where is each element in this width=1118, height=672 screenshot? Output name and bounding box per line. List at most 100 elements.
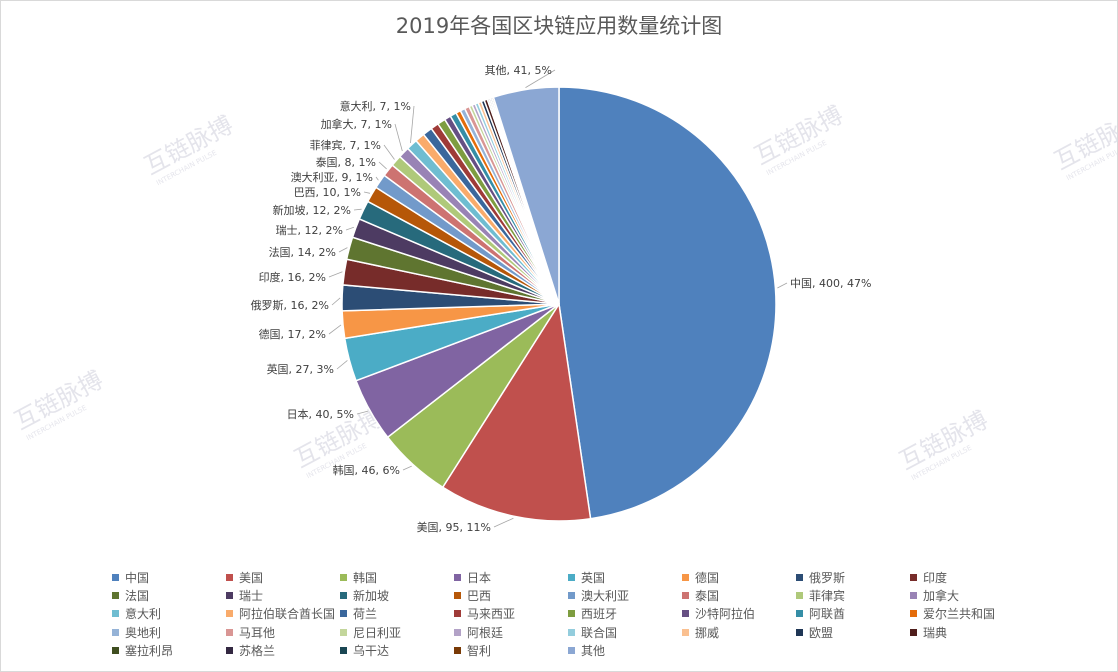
legend-item-21: 西班牙 bbox=[568, 605, 682, 623]
legend-label: 乌干达 bbox=[353, 644, 390, 659]
legend-item-24: 爱尔兰共和国 bbox=[910, 605, 1024, 623]
legend-label: 意大利 bbox=[125, 607, 162, 622]
data-label-13: 澳大利亚, 9, 1% bbox=[291, 170, 373, 184]
legend-swatch bbox=[568, 610, 575, 618]
pie-slice-2 bbox=[441, 301, 592, 522]
legend-item-36: 智利 bbox=[454, 642, 568, 660]
legend-item-23: 阿联酋 bbox=[796, 605, 910, 623]
legend-label: 苏格兰 bbox=[239, 644, 276, 659]
leader-line-1 bbox=[777, 282, 788, 289]
leader-line-9 bbox=[338, 247, 348, 253]
leader-lines bbox=[328, 69, 788, 528]
legend-item-3: 韩国 bbox=[340, 568, 454, 586]
legend-item-30: 挪威 bbox=[682, 623, 796, 641]
legend-swatch bbox=[454, 573, 461, 581]
legend-item-18: 阿拉伯联合酋长国 bbox=[226, 605, 340, 623]
data-label-7: 俄罗斯, 16, 2% bbox=[251, 299, 329, 312]
leader-line-12 bbox=[363, 191, 371, 194]
legend-item-14: 泰国 bbox=[682, 586, 796, 604]
data-label-1: 中国, 400, 47% bbox=[790, 277, 871, 290]
legend-swatch bbox=[454, 628, 461, 636]
leader-line-11 bbox=[353, 208, 362, 211]
legend-label: 俄罗斯 bbox=[809, 570, 846, 585]
pie-slice-1 bbox=[558, 86, 777, 520]
legend-item-33: 塞拉利昂 bbox=[112, 642, 226, 660]
leader-line-6 bbox=[328, 324, 342, 335]
data-label-2: 美国, 95, 11% bbox=[417, 521, 491, 534]
legend-item-22: 沙特阿拉伯 bbox=[682, 605, 796, 623]
legend-item-29: 联合国 bbox=[568, 623, 682, 641]
data-label-5: 英国, 27, 3% bbox=[267, 362, 334, 376]
legend-label: 巴西 bbox=[467, 589, 492, 604]
legend-swatch bbox=[796, 592, 803, 600]
legend-label: 其他 bbox=[581, 644, 606, 659]
legend-swatch bbox=[112, 592, 119, 600]
legend-label: 英国 bbox=[581, 570, 606, 585]
legend-label: 塞拉利昂 bbox=[125, 644, 174, 659]
legend-item-28: 阿根廷 bbox=[454, 623, 568, 641]
legend-label: 联合国 bbox=[581, 625, 618, 640]
legend-item-4: 日本 bbox=[454, 568, 568, 586]
legend-swatch bbox=[340, 610, 347, 618]
legend-label: 阿拉伯联合酋长国 bbox=[239, 607, 336, 622]
legend-swatch bbox=[226, 610, 233, 618]
legend-item-25: 奥地利 bbox=[112, 623, 226, 641]
leader-line-13 bbox=[375, 176, 379, 181]
legend-swatch bbox=[568, 573, 575, 581]
pie-slice-37 bbox=[492, 86, 560, 305]
legend-label: 阿联酋 bbox=[809, 607, 846, 622]
leader-line-2 bbox=[493, 517, 514, 528]
legend-swatch bbox=[112, 647, 119, 655]
legend-item-34: 苏格兰 bbox=[226, 642, 340, 660]
legend-label: 澳大利亚 bbox=[581, 589, 630, 604]
pie-slices bbox=[341, 86, 777, 522]
legend-label: 瑞士 bbox=[239, 589, 264, 604]
data-label-37: 其他, 41, 5% bbox=[485, 64, 552, 77]
legend-swatch bbox=[226, 647, 233, 655]
data-label-3: 韩国, 46, 6% bbox=[333, 463, 400, 477]
legend-label: 马来西亚 bbox=[467, 607, 516, 622]
legend-swatch bbox=[910, 610, 917, 618]
legend-label: 德国 bbox=[695, 570, 720, 585]
legend-label: 加拿大 bbox=[923, 589, 960, 604]
legend-swatch bbox=[112, 610, 119, 618]
legend-swatch bbox=[226, 628, 233, 636]
legend-item-35: 乌干达 bbox=[340, 642, 454, 660]
data-label-12: 巴西, 10, 1% bbox=[294, 186, 361, 199]
leader-line-7 bbox=[331, 297, 341, 306]
legend-swatch bbox=[910, 573, 917, 581]
legend-swatch bbox=[112, 628, 119, 636]
data-label-6: 德国, 17, 2% bbox=[259, 327, 326, 341]
legend-label: 荷兰 bbox=[353, 607, 378, 622]
legend-swatch bbox=[910, 592, 917, 600]
legend-item-6: 德国 bbox=[682, 568, 796, 586]
legend-swatch bbox=[568, 647, 575, 655]
legend-item-2: 美国 bbox=[226, 568, 340, 586]
data-label-8: 印度, 16, 2% bbox=[259, 270, 326, 284]
legend-label: 印度 bbox=[923, 570, 948, 585]
legend-label: 泰国 bbox=[695, 589, 720, 604]
legend-swatch bbox=[682, 573, 689, 581]
legend-swatch bbox=[454, 592, 461, 600]
legend-swatch bbox=[910, 628, 917, 636]
legend-item-19: 荷兰 bbox=[340, 605, 454, 623]
legend-item-27: 尼日利亚 bbox=[340, 623, 454, 641]
legend-item-26: 马耳他 bbox=[226, 623, 340, 641]
legend-swatch bbox=[796, 573, 803, 581]
legend-swatch bbox=[340, 628, 347, 636]
legend-label: 菲律宾 bbox=[809, 589, 846, 604]
leader-line-15 bbox=[383, 144, 395, 160]
data-label-15: 菲律宾, 7, 1% bbox=[310, 138, 381, 152]
legend-item-1: 中国 bbox=[112, 568, 226, 586]
legend-label: 欧盟 bbox=[809, 625, 834, 640]
legend-item-11: 新加坡 bbox=[340, 586, 454, 604]
legend-item-10: 瑞士 bbox=[226, 586, 340, 604]
leader-line-16 bbox=[394, 123, 403, 152]
legend-label: 新加坡 bbox=[353, 589, 390, 604]
legend-item-16: 加拿大 bbox=[910, 586, 1024, 604]
legend-swatch bbox=[682, 628, 689, 636]
